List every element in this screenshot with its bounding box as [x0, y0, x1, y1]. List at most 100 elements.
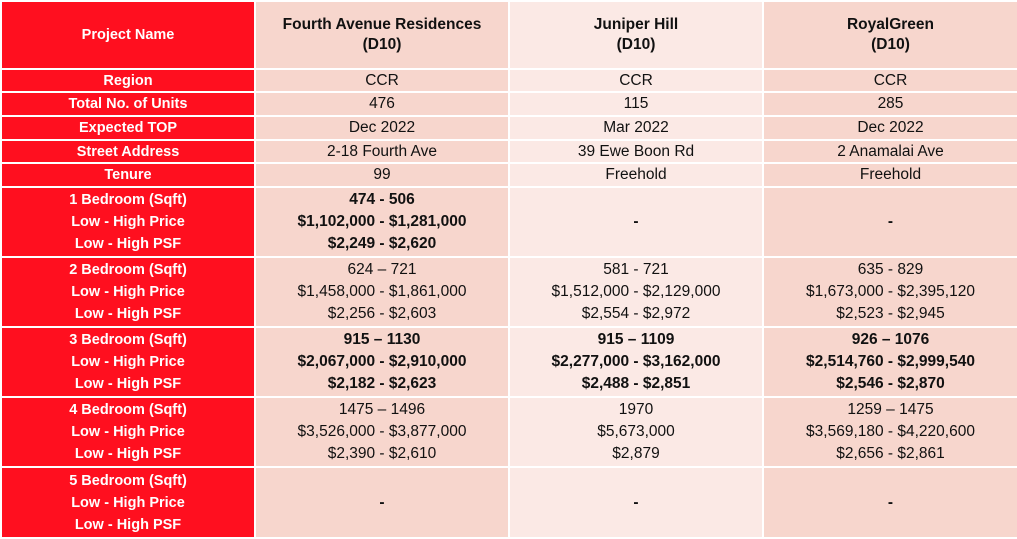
cell-value: Dec 2022 — [254, 115, 510, 141]
price-range: $5,673,000 — [597, 423, 675, 440]
psf-range: $2,554 - $2,972 — [581, 305, 691, 322]
group-1-bedroom: 1 Bedroom (Sqft) Low - High Price Low - … — [0, 186, 1017, 258]
group-cell: 926 – 1076 $2,514,760 - $2,999,540 $2,54… — [762, 326, 1017, 398]
group-label-psf: Low - High PSF — [74, 236, 182, 252]
price-range: $1,458,000 - $1,861,000 — [297, 283, 467, 300]
price-range: $2,277,000 - $3,162,000 — [551, 353, 721, 370]
psf-range: $2,523 - $2,945 — [836, 305, 945, 322]
group-cell: 915 – 1109 $2,277,000 - $3,162,000 $2,48… — [508, 326, 764, 398]
row-region: Region CCR CCR CCR — [0, 68, 1017, 93]
group-cell: 581 - 721 $1,512,000 - $2,129,000 $2,554… — [508, 256, 764, 328]
group-cell: 1970 $5,673,000 $2,879 — [508, 396, 764, 468]
group-cell-na: - — [762, 466, 1017, 539]
price-range: $1,673,000 - $2,395,120 — [806, 283, 975, 300]
psf-range: $2,546 - $2,870 — [836, 375, 945, 392]
row-label: Expected TOP — [0, 115, 256, 141]
cell-value: 115 — [508, 91, 764, 117]
group-label-price: Low - High Price — [71, 284, 185, 300]
group-5-bedroom: 5 Bedroom (Sqft) Low - High Price Low - … — [0, 466, 1017, 539]
price-range: $3,526,000 - $3,877,000 — [297, 423, 467, 440]
psf-range: $2,182 - $2,623 — [327, 375, 437, 392]
group-labels: 3 Bedroom (Sqft) Low - High Price Low - … — [0, 326, 256, 398]
cell-value: CCR — [762, 68, 1017, 93]
cell-value: 476 — [254, 91, 510, 117]
group-cell: 635 - 829 $1,673,000 - $2,395,120 $2,523… — [762, 256, 1017, 328]
cell-value: Mar 2022 — [508, 115, 764, 141]
project-district: (D10) — [362, 36, 402, 53]
header-row: Project Name Fourth Avenue Residences (D… — [0, 0, 1017, 70]
group-label-psf: Low - High PSF — [74, 446, 182, 462]
project-header-royalgreen: RoyalGreen (D10) — [762, 0, 1017, 70]
group-4-bedroom: 4 Bedroom (Sqft) Low - High Price Low - … — [0, 396, 1017, 468]
group-cell-na: - — [508, 466, 764, 539]
size-range: 926 – 1076 — [851, 331, 930, 348]
group-3-bedroom: 3 Bedroom (Sqft) Low - High Price Low - … — [0, 326, 1017, 398]
psf-range: $2,656 - $2,861 — [836, 445, 945, 462]
row-expected-top: Expected TOP Dec 2022 Mar 2022 Dec 2022 — [0, 115, 1017, 141]
group-cell-na: - — [762, 186, 1017, 258]
psf-range: $2,390 - $2,610 — [327, 445, 437, 462]
group-cell: 474 - 506 $1,102,000 - $1,281,000 $2,249… — [254, 186, 510, 258]
size-range: 1259 – 1475 — [847, 401, 934, 418]
row-label: Region — [0, 68, 256, 93]
cell-value: Freehold — [762, 162, 1017, 188]
price-range: $3,569,180 - $4,220,600 — [806, 423, 975, 440]
row-tenure: Tenure 99 Freehold Freehold — [0, 162, 1017, 188]
psf-range: $2,256 - $2,603 — [327, 305, 437, 322]
group-label-size: 5 Bedroom (Sqft) — [69, 472, 187, 489]
psf-range: $2,879 — [612, 445, 660, 462]
project-district: (D10) — [871, 36, 910, 53]
cell-value: Freehold — [508, 162, 764, 188]
group-labels: 2 Bedroom (Sqft) Low - High Price Low - … — [0, 256, 256, 328]
group-label-price: Low - High Price — [71, 424, 185, 440]
project-district: (D10) — [616, 36, 656, 53]
row-street-address: Street Address 2-18 Fourth Ave 39 Ewe Bo… — [0, 139, 1017, 164]
row-total-units: Total No. of Units 476 115 285 — [0, 91, 1017, 117]
group-label-psf: Low - High PSF — [74, 306, 182, 322]
price-range: $1,512,000 - $2,129,000 — [551, 283, 721, 300]
group-labels: 5 Bedroom (Sqft) Low - High Price Low - … — [0, 466, 256, 539]
group-cell: 1259 – 1475 $3,569,180 - $4,220,600 $2,6… — [762, 396, 1017, 468]
cell-value: 285 — [762, 91, 1017, 117]
size-range: 624 – 721 — [347, 261, 417, 278]
size-range: 635 - 829 — [857, 261, 924, 278]
size-range: 915 – 1130 — [343, 331, 421, 348]
group-label-size: 4 Bedroom (Sqft) — [69, 402, 187, 418]
row-label: Street Address — [0, 139, 256, 164]
group-label-size: 1 Bedroom (Sqft) — [69, 192, 187, 208]
group-label-price: Low - High Price — [71, 494, 185, 511]
group-label-size: 2 Bedroom (Sqft) — [69, 262, 187, 278]
cell-value: 39 Ewe Boon Rd — [508, 139, 764, 164]
cell-value: CCR — [254, 68, 510, 93]
psf-range: $2,249 - $2,620 — [327, 235, 437, 252]
price-range: $2,067,000 - $2,910,000 — [297, 353, 467, 370]
group-cell: 624 – 721 $1,458,000 - $1,861,000 $2,256… — [254, 256, 510, 328]
group-cell: 1475 – 1496 $3,526,000 - $3,877,000 $2,3… — [254, 396, 510, 468]
group-label-price: Low - High Price — [71, 214, 185, 230]
psf-range: $2,488 - $2,851 — [581, 375, 691, 392]
cell-value: 2-18 Fourth Ave — [254, 139, 510, 164]
group-cell-na: - — [254, 466, 510, 539]
group-2-bedroom: 2 Bedroom (Sqft) Low - High Price Low - … — [0, 256, 1017, 328]
group-cell: 915 – 1130 $2,067,000 - $2,910,000 $2,18… — [254, 326, 510, 398]
row-label: Tenure — [0, 162, 256, 188]
cell-value: 2 Anamalai Ave — [762, 139, 1017, 164]
project-name: RoyalGreen — [846, 16, 934, 33]
price-range: $2,514,760 - $2,999,540 — [806, 353, 975, 370]
cell-value: CCR — [508, 68, 764, 93]
group-label-price: Low - High Price — [71, 354, 185, 370]
group-labels: 4 Bedroom (Sqft) Low - High Price Low - … — [0, 396, 256, 468]
cell-value: 99 — [254, 162, 510, 188]
project-name: Fourth Avenue Residences — [282, 16, 482, 33]
group-label-size: 3 Bedroom (Sqft) — [69, 332, 187, 348]
size-range: 1970 — [618, 401, 654, 418]
project-header-juniper-hill: Juniper Hill (D10) — [508, 0, 764, 70]
group-label-psf: Low - High PSF — [74, 516, 182, 533]
size-range: 474 - 506 — [349, 191, 415, 208]
size-range: 1475 – 1496 — [338, 401, 426, 418]
header-label: Project Name — [0, 0, 256, 70]
row-label: Total No. of Units — [0, 91, 256, 117]
group-label-psf: Low - High PSF — [74, 376, 182, 392]
project-name: Juniper Hill — [593, 16, 679, 33]
